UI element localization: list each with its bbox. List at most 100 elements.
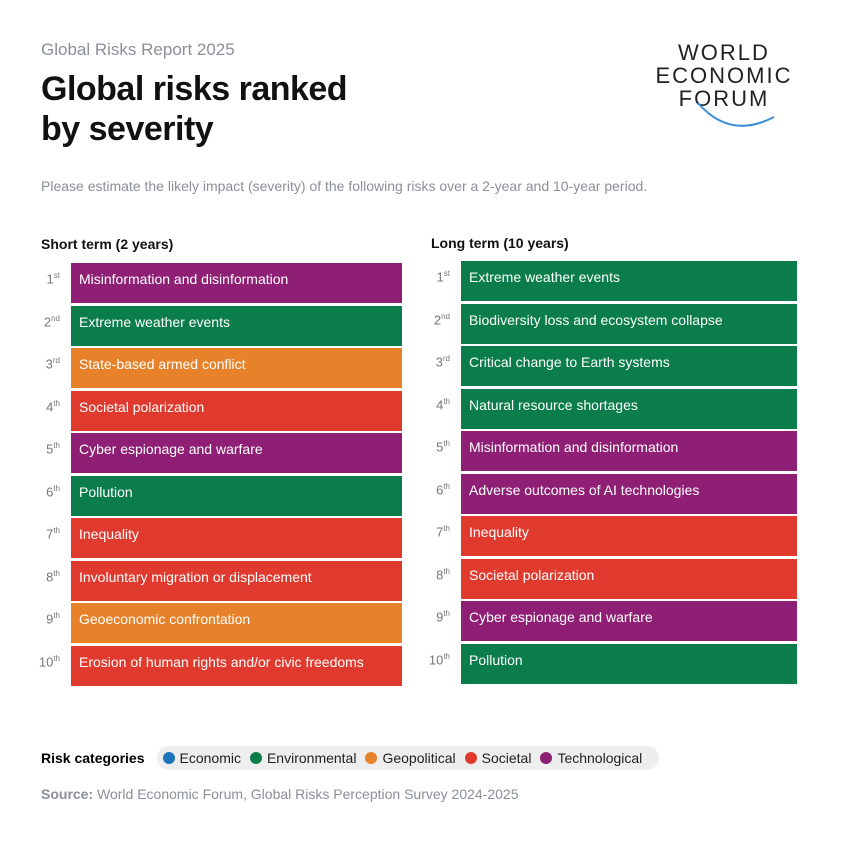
rank: 2nd — [30, 314, 60, 329]
legend-item: Geopolitical — [365, 750, 456, 766]
rank: 3rd — [30, 356, 60, 371]
risk-box: Natural resource shortages — [461, 388, 797, 429]
legend-dot — [365, 752, 378, 764]
risk-box: Adverse outcomes of AI technologies — [461, 473, 797, 514]
rank: 10th — [30, 654, 60, 669]
rank: 1st — [420, 269, 450, 284]
legend-label: Environmental — [266, 750, 357, 766]
column-heading: Short term (2 years) — [41, 236, 174, 252]
rank: 2nd — [420, 312, 450, 327]
rank-suffix: th — [443, 651, 450, 661]
rank: 10th — [420, 652, 450, 667]
rank-number: 4 — [436, 396, 444, 412]
risk-box: Societal polarization — [71, 390, 402, 431]
rank: 4th — [30, 399, 60, 414]
rank-number: 5 — [436, 439, 444, 455]
rank-number: 2 — [43, 313, 52, 329]
rank: 9th — [420, 609, 450, 624]
risk-box: Cyber espionage and warfare — [461, 601, 797, 641]
rank-number: 7 — [436, 524, 444, 540]
rank-suffix: st — [53, 271, 60, 280]
legend-item: Environmental — [249, 750, 357, 766]
rank: 1st — [30, 271, 60, 286]
legend-item: Technological — [540, 750, 642, 766]
risk-box: Cyber espionage and warfare — [71, 433, 402, 473]
rank: 4th — [420, 397, 450, 412]
source-text: World Economic Forum, Global Risks Perce… — [97, 786, 519, 802]
risk-box: Erosion of human rights and/or civic fre… — [71, 645, 402, 686]
rank: 8th — [30, 569, 60, 584]
rank-number: 10 — [428, 651, 444, 667]
rank-suffix: st — [443, 269, 450, 278]
risk-box: Biodiversity loss and ecosystem collapse — [461, 303, 797, 344]
risk-box: Extreme weather events — [461, 261, 797, 301]
rank: 5th — [420, 439, 450, 454]
rank: 9th — [30, 611, 60, 626]
risk-box: State-based armed conflict — [71, 348, 402, 388]
rank-number: 6 — [436, 481, 444, 497]
source-label: Source: — [41, 786, 94, 802]
rank-suffix: rd — [442, 354, 450, 363]
rank: 5th — [30, 441, 60, 456]
logo-text: WORLD — [678, 40, 770, 65]
rank-suffix: th — [53, 526, 60, 535]
rank-suffix: th — [443, 396, 450, 406]
rank-suffix: th — [53, 611, 60, 620]
legend-label: Geopolitical — [382, 750, 456, 766]
rank-suffix: th — [53, 483, 60, 493]
logo-text: ECONOMIC — [655, 63, 793, 88]
legend-item: Societal — [464, 750, 532, 766]
rank-suffix: nd — [441, 311, 450, 321]
rank-suffix: th — [443, 439, 450, 448]
legend-label: Societal — [481, 750, 532, 766]
rank: 8th — [420, 567, 450, 582]
legend-items: Economic Environmental Geopolitical Societa… — [156, 746, 660, 770]
legend: Risk categories Economic Environmental Geo… — [41, 746, 660, 770]
rank-suffix: th — [443, 609, 450, 618]
rank: 6th — [420, 482, 450, 497]
rank-suffix: th — [53, 398, 60, 408]
rank-number: 3 — [45, 356, 53, 372]
rank-number: 4 — [46, 398, 54, 414]
risk-box: Extreme weather events — [71, 305, 402, 346]
legend-dot — [464, 752, 477, 764]
title: Global risks ranked — [41, 70, 348, 108]
legend-dot — [162, 752, 175, 764]
rank-number: 3 — [435, 354, 443, 370]
risk-box: Critical change to Earth systems — [461, 346, 797, 386]
rank-suffix: th — [53, 653, 60, 663]
kicker: Global Risks Report 2025 — [41, 40, 235, 59]
rank-suffix: th — [53, 441, 60, 450]
rank-number: 9 — [46, 611, 54, 627]
risk-box: Involuntary migration or displacement — [71, 560, 402, 601]
risk-box: Geoeconomic confrontation — [71, 603, 402, 643]
rank-suffix: nd — [51, 313, 60, 323]
rank: 7th — [420, 524, 450, 539]
rank: 6th — [30, 484, 60, 499]
risk-box: Misinformation and disinformation — [461, 431, 797, 471]
legend-label: Technological — [557, 750, 643, 766]
rank-number: 8 — [436, 566, 444, 582]
legend-dot — [540, 752, 553, 764]
title: by severity — [41, 110, 214, 148]
rank-number: 1 — [46, 271, 54, 287]
risk-box: Pollution — [71, 475, 402, 516]
rank-suffix: th — [53, 568, 60, 578]
legend-title: Risk categories — [41, 750, 145, 766]
rank-number: 7 — [46, 526, 54, 542]
legend-label: Economic — [179, 750, 241, 766]
risk-box: Pollution — [461, 643, 797, 684]
legend-dot — [249, 752, 262, 764]
rank-number: 5 — [46, 441, 54, 457]
rank-number: 2 — [433, 311, 442, 327]
rank-number: 1 — [436, 269, 444, 285]
rank-number: 9 — [436, 609, 444, 625]
risk-box: Inequality — [71, 518, 402, 558]
rank: 3rd — [420, 354, 450, 369]
column-heading: Long term (10 years) — [431, 235, 569, 251]
rank-number: 6 — [46, 483, 54, 499]
logo-arc — [697, 102, 775, 127]
rank-number: 8 — [46, 568, 54, 584]
risk-box: Inequality — [461, 516, 797, 556]
